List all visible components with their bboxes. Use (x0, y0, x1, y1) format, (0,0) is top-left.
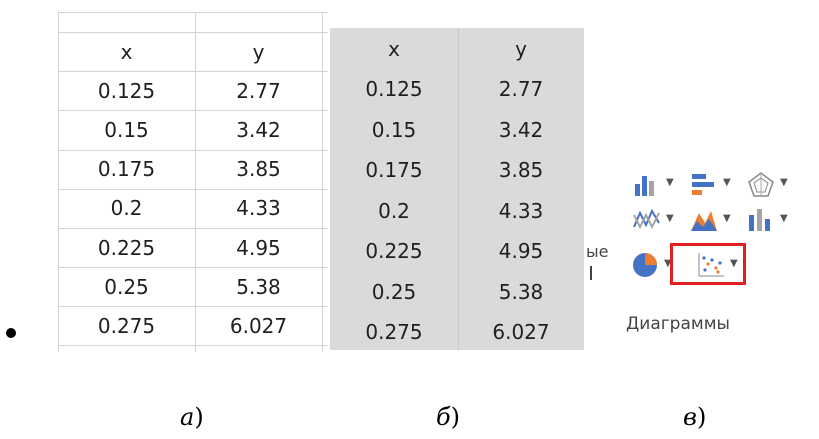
table-row: 0.225 4.95 (58, 228, 328, 267)
cell-y[interactable]: 5.38 (498, 279, 544, 304)
scatter-highlight (670, 243, 746, 285)
chevron-down-icon[interactable]: ▼ (730, 258, 738, 269)
bullet (6, 328, 16, 338)
chevron-down-icon[interactable]: ▼ (666, 213, 674, 224)
table-row: 0.125 2.77 (58, 71, 328, 110)
scatter-chart-icon[interactable] (696, 250, 726, 280)
cell-x[interactable]: 0.15 (104, 117, 149, 142)
cell-y[interactable]: 2.77 (498, 77, 544, 101)
cell-y[interactable]: 6.027 (229, 313, 288, 338)
area-chart-icon[interactable] (689, 205, 719, 235)
cell-y[interactable]: 4.33 (498, 198, 544, 223)
cell-x[interactable]: 0.2 (378, 198, 410, 223)
cell-x[interactable]: 0.25 (104, 274, 149, 299)
caption-a: а) (180, 403, 204, 431)
ribbon-partial-label: ые (586, 242, 609, 261)
table-row: 0.25 5.38 (58, 267, 328, 306)
cell-x[interactable]: 0.275 (365, 320, 423, 344)
chevron-down-icon[interactable]: ▼ (723, 177, 731, 188)
cell-x[interactable]: 0.175 (365, 158, 423, 182)
cell-x[interactable]: 0.125 (97, 78, 156, 103)
cell-x[interactable]: 0.225 (97, 235, 156, 260)
table-row: 0.125 2.77 (330, 69, 584, 110)
cell-x[interactable]: 0.175 (97, 157, 156, 182)
table-row: 0.175 3.85 (330, 150, 584, 191)
cell-x[interactable]: 0.125 (365, 77, 423, 101)
radar-chart-icon[interactable] (746, 170, 776, 200)
header-x[interactable]: x (120, 39, 133, 64)
cell-y[interactable]: 4.95 (236, 235, 281, 260)
charts-group-label: Диаграммы (626, 314, 730, 334)
cell-x[interactable]: 0.2 (110, 196, 143, 221)
chevron-down-icon[interactable]: ▼ (723, 213, 731, 224)
cell-x[interactable]: 0.225 (365, 239, 423, 263)
chevron-down-icon[interactable]: ▼ (666, 177, 674, 188)
pie-chart-icon[interactable] (630, 250, 660, 280)
chevron-down-icon[interactable]: ▼ (780, 177, 788, 188)
caption-b: б) (436, 403, 461, 431)
line-chart-icon[interactable] (632, 205, 662, 235)
table-row: 0.175 3.85 (58, 150, 328, 189)
cell-y[interactable]: 2.77 (236, 78, 281, 103)
cell-y[interactable]: 5.38 (236, 274, 281, 299)
table-row: 0.15 3.42 (330, 109, 584, 150)
table-row: 0.2 4.33 (58, 189, 328, 228)
stock-chart-icon[interactable] (746, 205, 776, 235)
header-y[interactable]: y (515, 36, 527, 61)
cell-y[interactable]: 3.42 (236, 117, 281, 142)
header-x[interactable]: x (388, 36, 400, 61)
table-row: 0.225 4.95 (330, 231, 584, 272)
cell-y[interactable]: 3.42 (498, 117, 544, 142)
table-row: 0.275 6.027 (330, 312, 584, 353)
table-row: 0.25 5.38 (330, 271, 584, 312)
bar-chart-icon[interactable] (689, 170, 719, 200)
cell-x[interactable]: 0.275 (97, 313, 156, 338)
chevron-down-icon[interactable]: ▼ (664, 258, 672, 269)
cell-y[interactable]: 6.027 (492, 320, 550, 344)
chevron-down-icon[interactable]: ▼ (780, 213, 788, 224)
cell-y[interactable]: 4.33 (236, 196, 281, 221)
caption-c: в) (683, 403, 707, 431)
header-y[interactable]: y (252, 39, 265, 64)
table-row: 0.15 3.42 (58, 110, 328, 149)
cell-y[interactable]: 4.95 (498, 239, 544, 263)
table-a: x y 0.125 2.77 0.15 3.42 0.175 3.85 0.2 4.33 0.225… (58, 12, 328, 352)
column-chart-icon[interactable] (632, 170, 662, 200)
table-row: 0.2 4.33 (330, 190, 584, 231)
cell-y[interactable]: 3.85 (498, 158, 544, 182)
cell-x[interactable]: 0.25 (371, 279, 417, 304)
cell-y[interactable]: 3.85 (236, 157, 281, 182)
table-row: 0.275 6.027 (58, 306, 328, 345)
ribbon-charts-group: ые ▼ ▼ ▼ ▼ ▼ ▼ ▼ (586, 150, 819, 350)
cell-x[interactable]: 0.15 (371, 117, 417, 142)
table-b-selected[interactable]: x y 0.125 2.77 0.15 3.42 0.175 3.85 0.2 4.33 0.225… (330, 28, 584, 350)
